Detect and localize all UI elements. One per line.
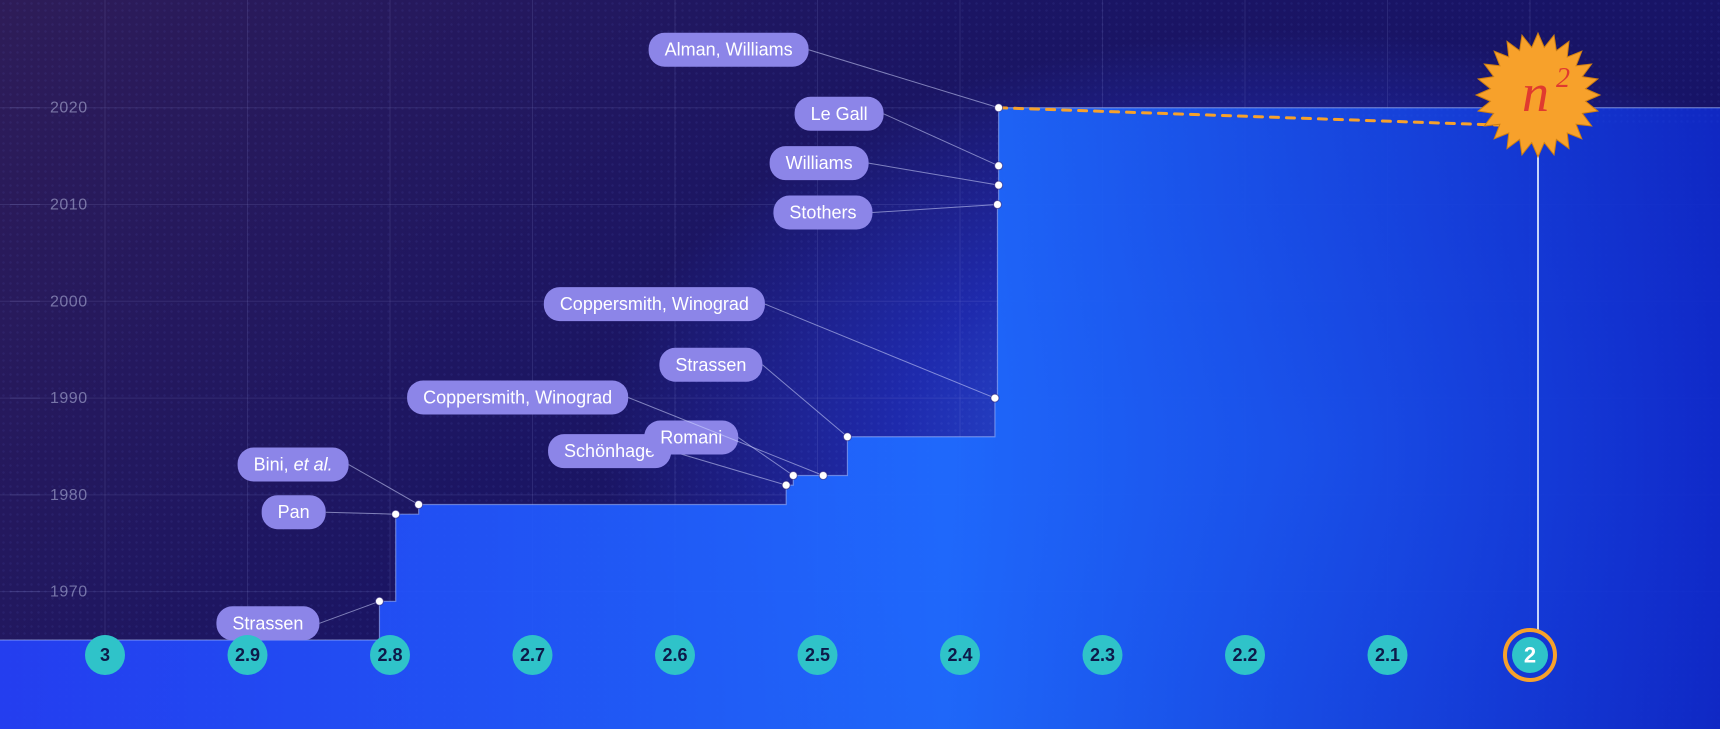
leader-line xyxy=(884,114,999,166)
y-tick-label: 2010 xyxy=(50,197,88,214)
x-tick-2.6: 2.6 xyxy=(655,635,695,675)
y-tick-label: 1970 xyxy=(50,584,88,601)
label-text: Romani xyxy=(660,427,722,447)
y-tick-label: 2020 xyxy=(50,100,88,117)
x-tick-3: 3 xyxy=(85,635,125,675)
badge-sup-glyph: 2 xyxy=(1556,63,1570,94)
point-label-bini79: Bini, et al. xyxy=(238,448,419,505)
svg-text:2: 2 xyxy=(1524,643,1536,668)
leader-line xyxy=(671,451,786,485)
x-tick-2.8: 2.8 xyxy=(370,635,410,675)
x-tick-2.9: 2.9 xyxy=(228,635,268,675)
point-label-pan78: Pan xyxy=(262,495,396,529)
svg-text:3: 3 xyxy=(100,645,110,665)
label-text: Bini, et al. xyxy=(254,455,333,475)
data-point-alman_williams xyxy=(995,104,1003,112)
label-text: Pan xyxy=(278,502,310,522)
leader-line xyxy=(349,465,419,505)
leader-line xyxy=(869,163,999,185)
label-text: Alman, Williams xyxy=(665,40,793,60)
point-label-williams12: Williams xyxy=(770,146,999,185)
leader-line xyxy=(326,512,396,514)
x-tick-2: 2 xyxy=(1505,630,1555,680)
data-point-cw90 xyxy=(991,394,999,402)
label-text: Strassen xyxy=(232,613,303,633)
x-tick-2.4: 2.4 xyxy=(940,635,980,675)
data-point-bini79 xyxy=(415,501,423,509)
label-text: Le Gall xyxy=(811,104,868,124)
label-text: Williams xyxy=(786,153,853,173)
point-label-romani82: Romani xyxy=(644,420,793,475)
leader-line xyxy=(872,205,997,213)
data-point-stothers10 xyxy=(993,201,1001,209)
timeline-chart: 1970 1980 1990 2000 2010 2020 Strassen Pan Bini… xyxy=(0,0,1720,729)
y-tick-label: 1980 xyxy=(50,487,88,504)
x-tick-2.2: 2.2 xyxy=(1225,635,1265,675)
data-point-pan78 xyxy=(392,510,400,518)
x-tick-2.3: 2.3 xyxy=(1083,635,1123,675)
leader-line xyxy=(762,365,847,437)
svg-text:2.9: 2.9 xyxy=(235,645,260,665)
x-tick-2.5: 2.5 xyxy=(798,635,838,675)
point-label-strassen69: Strassen xyxy=(216,601,379,640)
leader-line xyxy=(738,437,793,475)
label-text: Schönhage xyxy=(564,441,655,461)
svg-text:2.8: 2.8 xyxy=(377,645,402,665)
y-tick-label: 2000 xyxy=(50,293,88,310)
data-point-romani82 xyxy=(789,471,797,479)
point-label-alman_williams: Alman, Williams xyxy=(649,33,999,108)
svg-text:2.3: 2.3 xyxy=(1090,645,1115,665)
label-text: Coppersmith, Winograd xyxy=(560,294,749,314)
badge-n-glyph: n xyxy=(1522,63,1549,123)
svg-text:2.4: 2.4 xyxy=(947,645,972,665)
data-point-strassen86 xyxy=(843,433,851,441)
data-point-williams12 xyxy=(995,181,1003,189)
y-tick-label: 1990 xyxy=(50,390,88,407)
data-point-legall14 xyxy=(995,162,1003,170)
data-point-schonhage81 xyxy=(782,481,790,489)
svg-text:2.7: 2.7 xyxy=(520,645,545,665)
y-axis: 1970 1980 1990 2000 2010 2020 xyxy=(10,100,88,601)
data-point-strassen69 xyxy=(375,597,383,605)
svg-text:2.5: 2.5 xyxy=(805,645,830,665)
label-text: Coppersmith, Winograd xyxy=(423,387,612,407)
svg-text:2.1: 2.1 xyxy=(1375,645,1400,665)
leader-line xyxy=(319,601,379,623)
label-text: Stothers xyxy=(789,203,856,223)
svg-text:2.2: 2.2 xyxy=(1232,645,1257,665)
x-tick-2.1: 2.1 xyxy=(1368,635,1408,675)
point-label-stothers10: Stothers xyxy=(773,196,997,230)
n-squared-badge: n2 xyxy=(1476,33,1600,157)
data-point-cw82 xyxy=(819,471,827,479)
label-text: Strassen xyxy=(675,355,746,375)
x-tick-2.7: 2.7 xyxy=(513,635,553,675)
svg-text:2.6: 2.6 xyxy=(662,645,687,665)
